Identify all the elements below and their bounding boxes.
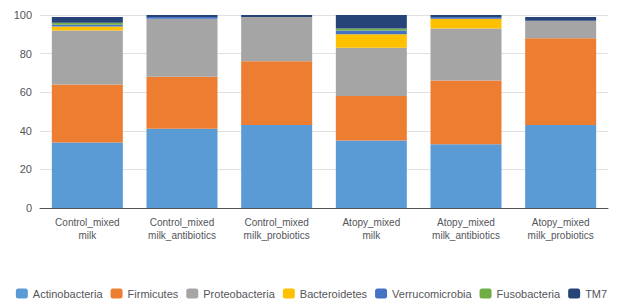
svg-text:milk_antibiotics: milk_antibiotics <box>148 230 216 241</box>
svg-text:Atopy_mixed: Atopy_mixed <box>437 217 495 228</box>
svg-text:80: 80 <box>20 48 32 60</box>
svg-text:0: 0 <box>26 202 32 214</box>
svg-text:40: 40 <box>20 125 32 137</box>
svg-text:Atopy_mixed: Atopy_mixed <box>342 217 400 228</box>
svg-text:milk_antibiotics: milk_antibiotics <box>432 230 500 241</box>
svg-text:Verrucomicrobia: Verrucomicrobia <box>392 288 472 300</box>
svg-text:Control_mixed: Control_mixed <box>244 217 308 228</box>
svg-text:Atopy_mixed: Atopy_mixed <box>532 217 590 228</box>
svg-text:Bacteroidetes: Bacteroidetes <box>300 288 368 300</box>
svg-text:100: 100 <box>14 9 32 21</box>
svg-text:Fusobacteria: Fusobacteria <box>497 288 561 300</box>
svg-text:60: 60 <box>20 86 32 98</box>
svg-text:Control_mixed: Control_mixed <box>55 217 119 228</box>
svg-text:milk_probiotics: milk_probiotics <box>528 230 594 241</box>
svg-text:Proteobacteria: Proteobacteria <box>203 288 275 300</box>
svg-text:20: 20 <box>20 163 32 175</box>
svg-text:Control_mixed: Control_mixed <box>150 217 214 228</box>
svg-text:Firmicutes: Firmicutes <box>128 288 179 300</box>
svg-text:TM7: TM7 <box>585 288 607 300</box>
svg-text:milk_probiotics: milk_probiotics <box>244 230 310 241</box>
svg-text:Actinobacteria: Actinobacteria <box>33 288 104 300</box>
svg-text:milk: milk <box>362 230 381 241</box>
svg-text:milk: milk <box>78 230 97 241</box>
